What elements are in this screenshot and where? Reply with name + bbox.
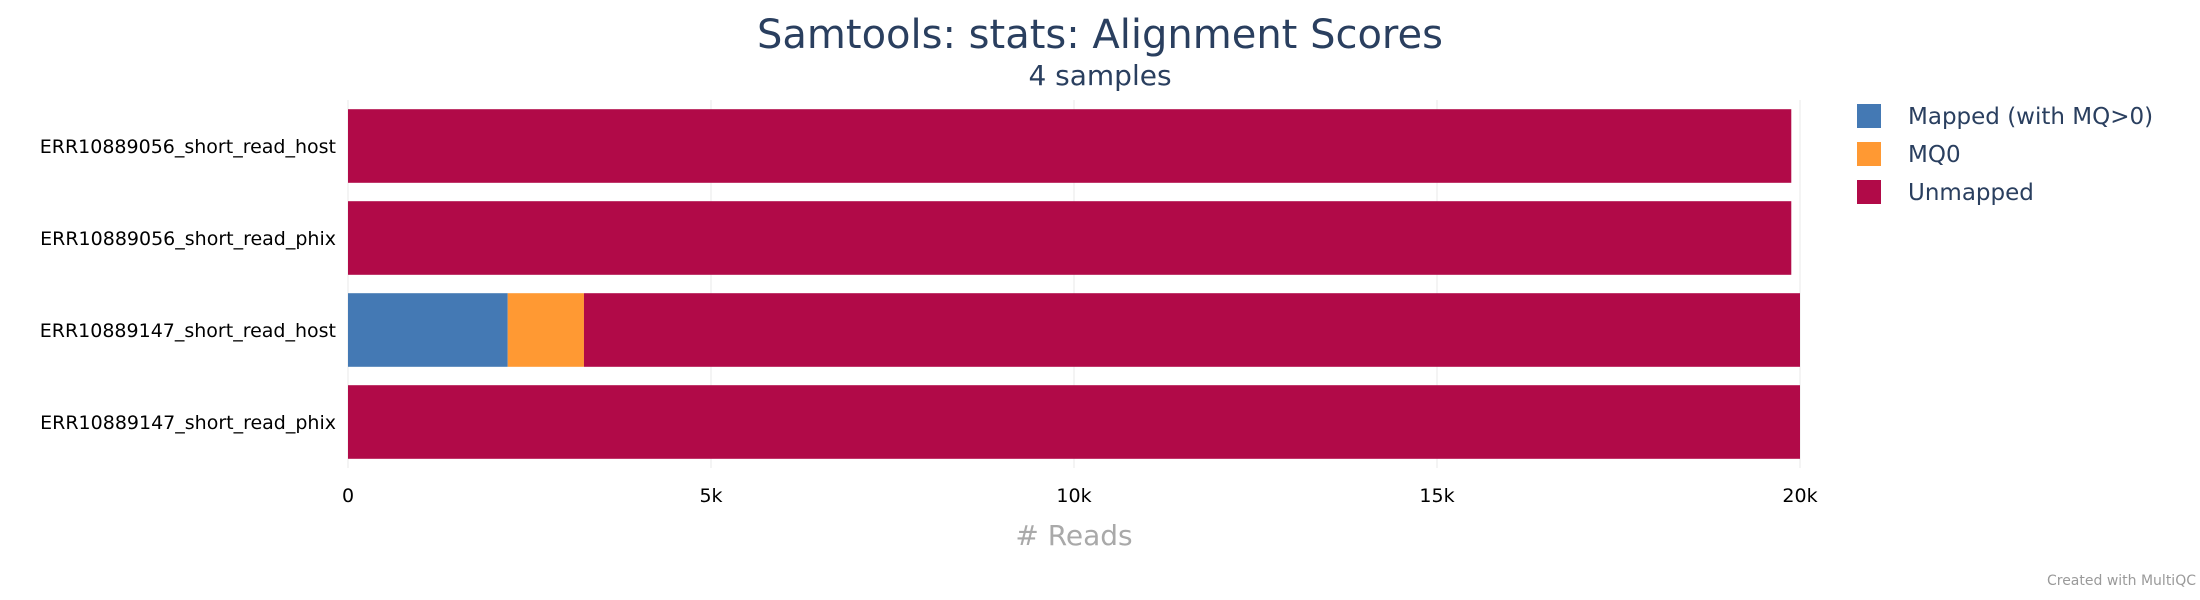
x-tick-label-0: 0 [342, 485, 354, 507]
legend-label-mq0[interactable]: MQ0 [1908, 142, 1961, 168]
chart-subtitle: 4 samples [1028, 59, 1171, 92]
y-tick-label-err10889147-short-read-phix: ERR10889147_short_read_phix [40, 412, 336, 434]
legend-swatch-mapped-with-mq-0[interactable] [1857, 104, 1881, 128]
y-tick-labels: ERR10889056_short_read_host ERR10889056_s… [40, 136, 336, 434]
bar-err10889147-short-read-host-mq0[interactable] [507, 293, 584, 367]
legend-swatch-mq0[interactable] [1857, 142, 1881, 166]
y-tick-label-err10889056-short-read-host: ERR10889056_short_read_host [40, 136, 336, 158]
x-tick-label-5k: 5k [699, 485, 722, 507]
x-tick-label-15k: 15k [1419, 485, 1454, 507]
y-tick-label-err10889056-short-read-phix: ERR10889056_short_read_phix [40, 228, 336, 250]
bar-err10889056-short-read-host-unmapped[interactable] [348, 109, 1792, 183]
x-tick-label-10k: 10k [1056, 485, 1091, 507]
x-tick-labels: 0 5k 10k 15k 20k [342, 485, 1818, 507]
bar-err10889147-short-read-phix-unmapped[interactable] [348, 385, 1800, 459]
chart-title: Samtools: stats: Alignment Scores [757, 12, 1443, 58]
legend: Mapped (with MQ>0) MQ0 Unmapped [1857, 104, 2153, 206]
y-tick-label-err10889147-short-read-host: ERR10889147_short_read_host [40, 320, 336, 342]
legend-label-mapped-with-mq-0[interactable]: Mapped (with MQ>0) [1908, 104, 2153, 130]
bars [348, 109, 1801, 459]
bar-err10889056-short-read-phix-unmapped[interactable] [348, 201, 1792, 275]
bar-err10889147-short-read-host-mapped-with-mq-0[interactable] [348, 293, 508, 367]
bar-err10889147-short-read-host-unmapped[interactable] [583, 293, 1801, 367]
legend-label-unmapped[interactable]: Unmapped [1908, 180, 2034, 206]
legend-swatch-unmapped[interactable] [1857, 180, 1881, 204]
multiqc-credit: Created with MultiQC [2047, 573, 2196, 589]
x-axis-title: # Reads [1015, 519, 1132, 552]
x-tick-label-20k: 20k [1782, 485, 1817, 507]
